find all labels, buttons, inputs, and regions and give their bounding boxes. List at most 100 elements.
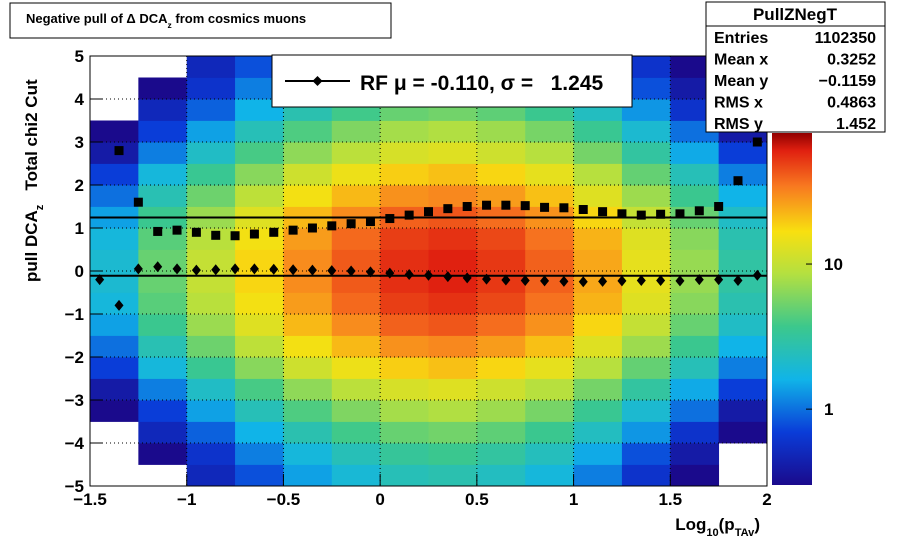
heatmap-cell (186, 163, 236, 186)
heatmap-cell (235, 421, 284, 444)
profile-marker (172, 263, 182, 275)
heatmap-cell (718, 185, 768, 207)
heatmap-cell (670, 378, 720, 401)
heatmap-cell (573, 335, 623, 358)
heatmap-cell (380, 443, 429, 465)
heatmap-cell (138, 292, 188, 315)
heatmap-cell (670, 228, 720, 250)
heatmap-cell (718, 292, 768, 315)
heatmap-cell (235, 443, 284, 465)
heatmap-cell (428, 378, 478, 401)
heatmap-cell (573, 120, 623, 143)
heatmap-cell (719, 465, 768, 487)
heatmap-cell (573, 314, 623, 336)
chart-title: Negative pull of Δ DCAz from cosmics muo… (26, 11, 306, 30)
profile-marker (269, 227, 279, 237)
profile-marker (346, 219, 356, 229)
heatmap-cell (235, 292, 284, 315)
heatmap-cell (573, 378, 623, 401)
profile-marker (230, 263, 240, 275)
stats-title: PullZNegT (753, 5, 838, 24)
heatmap-cell (380, 421, 429, 444)
stats-box (705, 1, 886, 133)
heatmap-cell (186, 56, 236, 78)
heatmap-cell (235, 163, 284, 186)
heatmap-cell (718, 400, 768, 422)
profile-marker (636, 210, 646, 220)
heatmap-cell (283, 443, 333, 465)
heatmap-cell (476, 421, 526, 444)
heatmap-cell (670, 357, 720, 379)
heatmap-cell (476, 443, 526, 465)
profile-marker (424, 269, 433, 281)
heatmap-cell (621, 163, 671, 186)
heatmap-cell (138, 271, 188, 293)
y-tick-label: 5 (75, 47, 84, 66)
heatmap-cell (525, 464, 574, 487)
heatmap-cell (283, 464, 333, 487)
heatmap-cell (476, 314, 526, 336)
heatmap-cell (670, 249, 720, 272)
heatmap-cell (138, 335, 188, 358)
heatmap-cell (476, 378, 526, 401)
heatmap-cell (186, 378, 236, 401)
heatmap-cell (138, 443, 188, 465)
heatmap-cell (525, 163, 574, 186)
profile-marker (288, 264, 298, 276)
heatmap-cell (573, 464, 623, 487)
heatmap-cell (428, 120, 478, 143)
heatmap-cell (235, 185, 284, 207)
heatmap-cell (525, 185, 574, 207)
ylabel-part: pull DCA (22, 210, 41, 282)
heatmap-cell (331, 228, 381, 250)
profile-marker (656, 274, 666, 286)
heatmap-cell (235, 249, 284, 272)
heatmap-cell (476, 400, 526, 422)
heatmap-cell (621, 357, 671, 379)
profile-marker (424, 207, 433, 217)
heatmap-cell (380, 400, 429, 422)
profile-marker (327, 265, 337, 277)
heatmap-cell (380, 185, 429, 207)
heatmap-cell (428, 314, 478, 336)
heatmap-cell (331, 378, 381, 401)
heatmap-cell (331, 421, 381, 444)
heatmap-cell (235, 357, 284, 379)
stats-value: 1102350 (815, 30, 877, 47)
heatmap-cell (138, 185, 188, 207)
heatmap-cell (670, 335, 720, 358)
heatmap-cell (380, 335, 429, 358)
heatmap-cell (525, 443, 574, 465)
heatmap-cell (138, 465, 187, 487)
heatmap-cell (525, 421, 574, 444)
heatmap-cell (186, 185, 236, 207)
heatmap-cell (138, 357, 188, 379)
heatmap-cell (621, 314, 671, 336)
heatmap-cell (476, 464, 526, 487)
heatmap-cell (90, 335, 139, 358)
profile-marker (714, 274, 724, 286)
profile-marker (559, 275, 569, 287)
heatmap-cell (718, 163, 768, 186)
heatmap-cell (476, 142, 526, 164)
heatmap-cell (573, 142, 623, 164)
heatmap-cell (90, 378, 139, 401)
heatmap-cell (138, 99, 188, 121)
profile-marker (404, 210, 414, 220)
profile-marker (307, 223, 317, 233)
heatmap-cell (621, 464, 671, 487)
heatmap-cell (138, 378, 188, 401)
heatmap-cell (525, 249, 574, 272)
profile-marker (482, 200, 492, 210)
heatmap-cell (476, 249, 526, 272)
heatmap-cell (380, 378, 429, 401)
heatmap-cell (573, 400, 623, 422)
profile-marker (133, 263, 143, 275)
profile-marker (462, 272, 472, 284)
profile-marker (191, 227, 201, 237)
xlabel-part: 10 (706, 527, 718, 539)
heatmap-cell (186, 421, 236, 444)
heatmap-cell (235, 142, 284, 164)
profile-marker (520, 274, 530, 286)
